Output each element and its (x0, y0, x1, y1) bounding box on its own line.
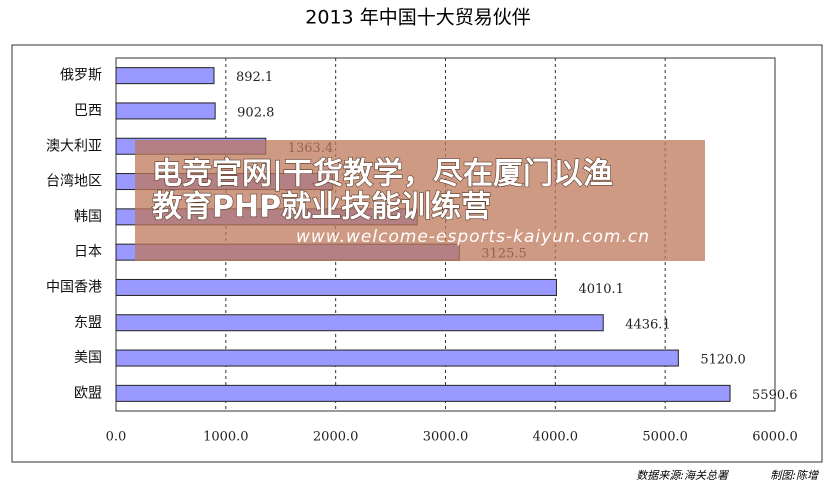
watermark-box (135, 140, 705, 261)
y-tick-label: 日本 (74, 244, 102, 260)
y-tick-label: 中国香港 (46, 279, 102, 295)
y-tick-label: 台湾地区 (46, 173, 102, 190)
y-tick-label: 东盟 (74, 315, 102, 331)
x-tick-label: 2000.0 (313, 430, 359, 445)
bar (115, 278, 557, 296)
x-tick-label: 1000.0 (203, 430, 249, 445)
x-tick-label: 4000.0 (533, 430, 579, 445)
bar (115, 384, 731, 402)
y-tick-label: 美国 (74, 350, 102, 366)
watermark-line: 教育PHP就业技能训练营 (152, 190, 491, 225)
bar (115, 349, 679, 367)
bar (115, 314, 604, 332)
x-tick-label: 5000.0 (642, 430, 688, 445)
watermark-line: 电竞官网|干货教学，尽在厦门以渔 (152, 157, 613, 192)
credit: 制图:陈增 (770, 469, 819, 482)
value-label: 4436.1 (625, 317, 671, 332)
x-tick-label: 6000.0 (752, 430, 798, 445)
x-tick-label: 0.0 (106, 430, 127, 445)
frame (11, 44, 823, 463)
watermark-url: www.welcome-esports-kaiyun.com.cn (296, 227, 650, 247)
value-label: 5120.0 (700, 353, 746, 368)
y-tick-label: 澳大利亚 (46, 138, 102, 154)
bar (115, 102, 216, 120)
y-tick-label: 俄罗斯 (60, 68, 102, 84)
y-tick-label: 巴西 (74, 103, 102, 119)
value-label: 902.8 (237, 105, 274, 120)
y-tick-label: 欧盟 (74, 385, 102, 401)
watermark: 电竞官网|干货教学，尽在厦门以渔 教育PHP就业技能训练营 www.welcom… (135, 140, 705, 261)
y-tick-label: 韩国 (74, 209, 102, 225)
bar (115, 67, 215, 85)
x-tick-label: 3000.0 (423, 430, 469, 445)
value-label: 4010.1 (578, 282, 624, 297)
value-label: 892.1 (236, 70, 273, 85)
chart-title: 2013 年中国十大贸易伙伴 (305, 7, 530, 29)
value-label: 5590.6 (752, 388, 798, 403)
source: 数据来源:海关总署 (636, 469, 730, 482)
